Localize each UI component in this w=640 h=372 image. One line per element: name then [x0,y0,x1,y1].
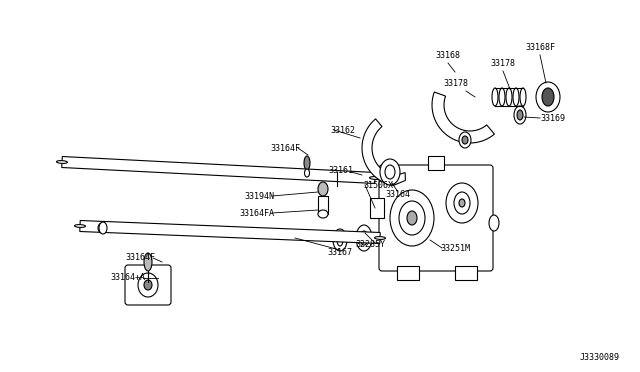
Bar [397,266,419,280]
Ellipse shape [380,159,400,185]
Ellipse shape [304,156,310,170]
Ellipse shape [305,169,310,177]
Ellipse shape [360,231,368,245]
Ellipse shape [514,106,526,124]
Ellipse shape [98,223,106,233]
Ellipse shape [446,183,478,223]
Text: 33168F: 33168F [525,43,555,52]
Text: 33169: 33169 [540,113,565,122]
Polygon shape [61,157,375,183]
Polygon shape [80,221,380,244]
Text: 33168: 33168 [435,51,461,60]
Ellipse shape [513,88,519,106]
Ellipse shape [454,192,470,214]
Ellipse shape [144,253,152,271]
Ellipse shape [318,210,328,218]
Text: 33167: 33167 [328,248,353,257]
Ellipse shape [74,225,86,227]
Ellipse shape [390,190,434,246]
Ellipse shape [385,165,395,179]
Text: J3330089: J3330089 [580,353,620,362]
Bar [370,198,384,218]
Ellipse shape [333,229,347,251]
Text: 33251M: 33251M [440,244,470,253]
Ellipse shape [337,234,343,246]
Ellipse shape [374,237,385,240]
Polygon shape [432,92,495,143]
Ellipse shape [492,88,498,106]
Polygon shape [362,119,395,185]
Ellipse shape [99,222,107,234]
Ellipse shape [56,161,67,163]
Bar [455,266,477,280]
Ellipse shape [489,215,499,231]
Ellipse shape [399,201,425,235]
Ellipse shape [356,225,372,251]
Text: 33164FA: 33164FA [239,208,274,218]
Text: 33164F: 33164F [270,144,300,153]
Text: 33164: 33164 [385,190,410,199]
Text: 33162: 33162 [330,125,355,135]
Text: 33161: 33161 [328,166,353,174]
Bar [318,196,328,214]
Bar [428,156,444,170]
Ellipse shape [407,211,417,225]
Ellipse shape [459,199,465,207]
Ellipse shape [144,280,152,290]
Ellipse shape [517,110,523,120]
Ellipse shape [318,182,328,196]
Ellipse shape [459,132,471,148]
Ellipse shape [369,177,381,179]
Ellipse shape [536,82,560,112]
Text: 33178: 33178 [490,59,515,68]
Ellipse shape [506,88,512,106]
FancyBboxPatch shape [125,265,171,305]
Ellipse shape [499,88,505,106]
Text: 33194N: 33194N [244,192,274,201]
FancyBboxPatch shape [379,165,493,271]
Ellipse shape [462,136,468,144]
Ellipse shape [520,88,526,106]
Text: 33164+A: 33164+A [110,273,145,282]
Ellipse shape [138,273,158,297]
Text: 33164F: 33164F [125,253,155,263]
Ellipse shape [542,88,554,106]
Text: 33178: 33178 [443,79,468,88]
Polygon shape [394,173,405,185]
Text: 32285Y: 32285Y [355,240,385,249]
Text: 31506X: 31506X [363,180,393,189]
